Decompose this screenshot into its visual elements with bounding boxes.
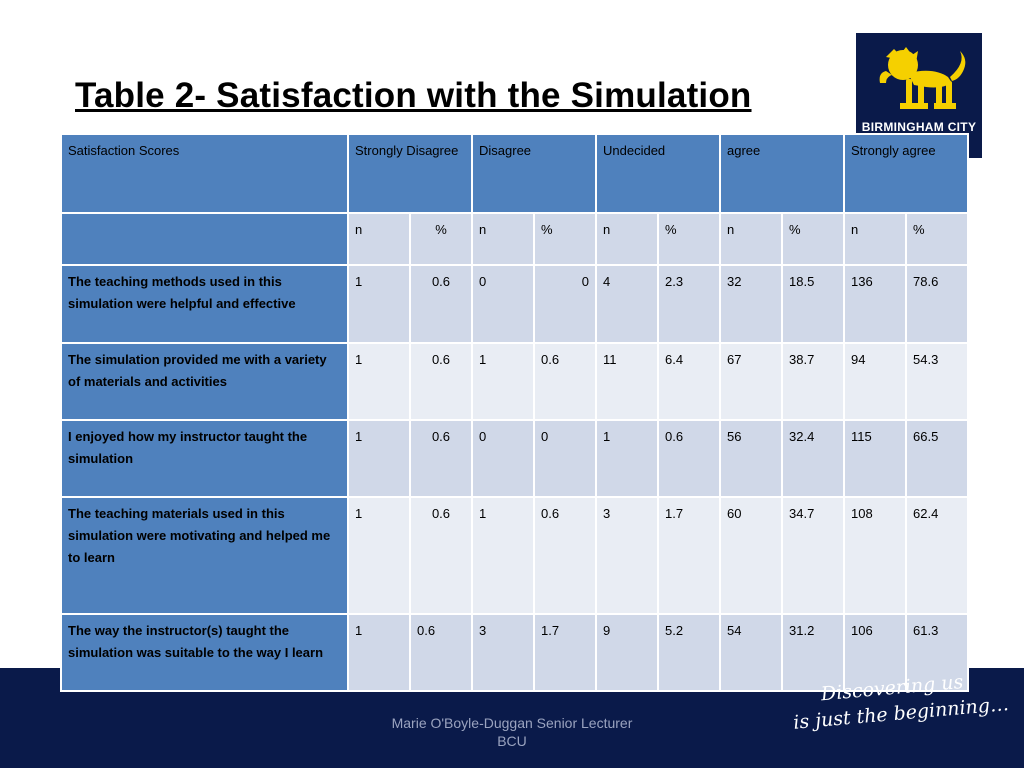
footer-credit: Marie O'Boyle-Duggan Senior Lecturer BCU <box>352 714 672 750</box>
table-cell: 1.7 <box>657 496 721 615</box>
table-row: The teaching methods used in this simula… <box>60 264 969 344</box>
table-cell: 34.7 <box>781 496 845 615</box>
subheader-cell: n <box>471 212 535 266</box>
table-cell: 56 <box>719 419 783 498</box>
row-label: The simulation provided me with a variet… <box>60 342 349 421</box>
table-cell: 6.4 <box>657 342 721 421</box>
subheader-cell: n <box>595 212 659 266</box>
header-cell: Strongly Disagree <box>347 133 473 214</box>
table-cell: 1 <box>347 342 411 421</box>
table-cell: 5.2 <box>657 613 721 692</box>
table-cell: 0.6 <box>409 613 473 692</box>
table-cell: 0.6 <box>533 496 597 615</box>
table-cell: 0.6 <box>409 419 473 498</box>
row-label: I enjoyed how my instructor taught the s… <box>60 419 349 498</box>
table-cell: 61.3 <box>905 613 969 692</box>
table-cell: 4 <box>595 264 659 344</box>
subheader-cell: n <box>719 212 783 266</box>
table-cell: 108 <box>843 496 907 615</box>
table-cell: 3 <box>595 496 659 615</box>
table-cell: 18.5 <box>781 264 845 344</box>
row-label: The teaching materials used in this simu… <box>60 496 349 615</box>
table-cell: 38.7 <box>781 342 845 421</box>
table-cell: 32.4 <box>781 419 845 498</box>
table-cell: 11 <box>595 342 659 421</box>
table-cell: 3 <box>471 613 535 692</box>
table-cell: 94 <box>843 342 907 421</box>
table-cell: 0.6 <box>657 419 721 498</box>
table-cell: 2.3 <box>657 264 721 344</box>
table-cell: 54.3 <box>905 342 969 421</box>
table-cell: 1 <box>347 264 411 344</box>
table-cell: 136 <box>843 264 907 344</box>
header-cell: Satisfaction Scores <box>60 133 349 214</box>
row-label: The teaching methods used in this simula… <box>60 264 349 344</box>
table-cell: 115 <box>843 419 907 498</box>
subheader-cell: % <box>905 212 969 266</box>
header-row: Satisfaction Scores Strongly Disagree Di… <box>60 133 969 214</box>
table-cell: 54 <box>719 613 783 692</box>
table-cell: 67 <box>719 342 783 421</box>
lion-icon <box>879 47 966 109</box>
table-row: The teaching materials used in this simu… <box>60 496 969 615</box>
table-cell: 0.6 <box>409 496 473 615</box>
table-cell: 62.4 <box>905 496 969 615</box>
subheader-cell: % <box>533 212 597 266</box>
table-cell: 0 <box>471 264 535 344</box>
subheader-cell: n <box>843 212 907 266</box>
logo-text: BIRMINGHAM CITY <box>861 120 977 134</box>
table-cell: 106 <box>843 613 907 692</box>
table-cell: 60 <box>719 496 783 615</box>
table-cell: 66.5 <box>905 419 969 498</box>
subheader-blank <box>60 212 349 266</box>
slide-title: Table 2- Satisfaction with the Simulatio… <box>75 76 752 115</box>
subheader-row: n % n % n % n % n % <box>60 212 969 266</box>
table-cell: 0.6 <box>409 342 473 421</box>
table-cell: 32 <box>719 264 783 344</box>
table-cell: 1 <box>347 419 411 498</box>
table-cell: 1.7 <box>533 613 597 692</box>
table-cell: 9 <box>595 613 659 692</box>
credit-line-1: Marie O'Boyle-Duggan Senior Lecturer <box>391 715 633 731</box>
table-cell: 0 <box>471 419 535 498</box>
table-cell: 1 <box>471 496 535 615</box>
header-cell: Strongly agree <box>843 133 969 214</box>
table-cell: 1 <box>347 613 411 692</box>
satisfaction-table: Satisfaction Scores Strongly Disagree Di… <box>60 133 969 692</box>
credit-line-2: BCU <box>497 733 527 749</box>
table-row: I enjoyed how my instructor taught the s… <box>60 419 969 498</box>
subheader-cell: % <box>657 212 721 266</box>
subheader-cell: % <box>409 212 473 266</box>
table-cell: 1 <box>471 342 535 421</box>
table-row: The simulation provided me with a variet… <box>60 342 969 421</box>
header-cell: agree <box>719 133 845 214</box>
table-cell: 0.6 <box>533 342 597 421</box>
table-cell: 0.6 <box>409 264 473 344</box>
header-cell: Undecided <box>595 133 721 214</box>
table-cell: 1 <box>347 496 411 615</box>
table-cell: 1 <box>595 419 659 498</box>
table-cell: 78.6 <box>905 264 969 344</box>
table-cell: 0 <box>533 419 597 498</box>
table-cell: 0 <box>533 264 597 344</box>
subheader-cell: % <box>781 212 845 266</box>
row-label: The way the instructor(s) taught the sim… <box>60 613 349 692</box>
table-row: The way the instructor(s) taught the sim… <box>60 613 969 692</box>
table-cell: 31.2 <box>781 613 845 692</box>
header-cell: Disagree <box>471 133 597 214</box>
subheader-cell: n <box>347 212 411 266</box>
